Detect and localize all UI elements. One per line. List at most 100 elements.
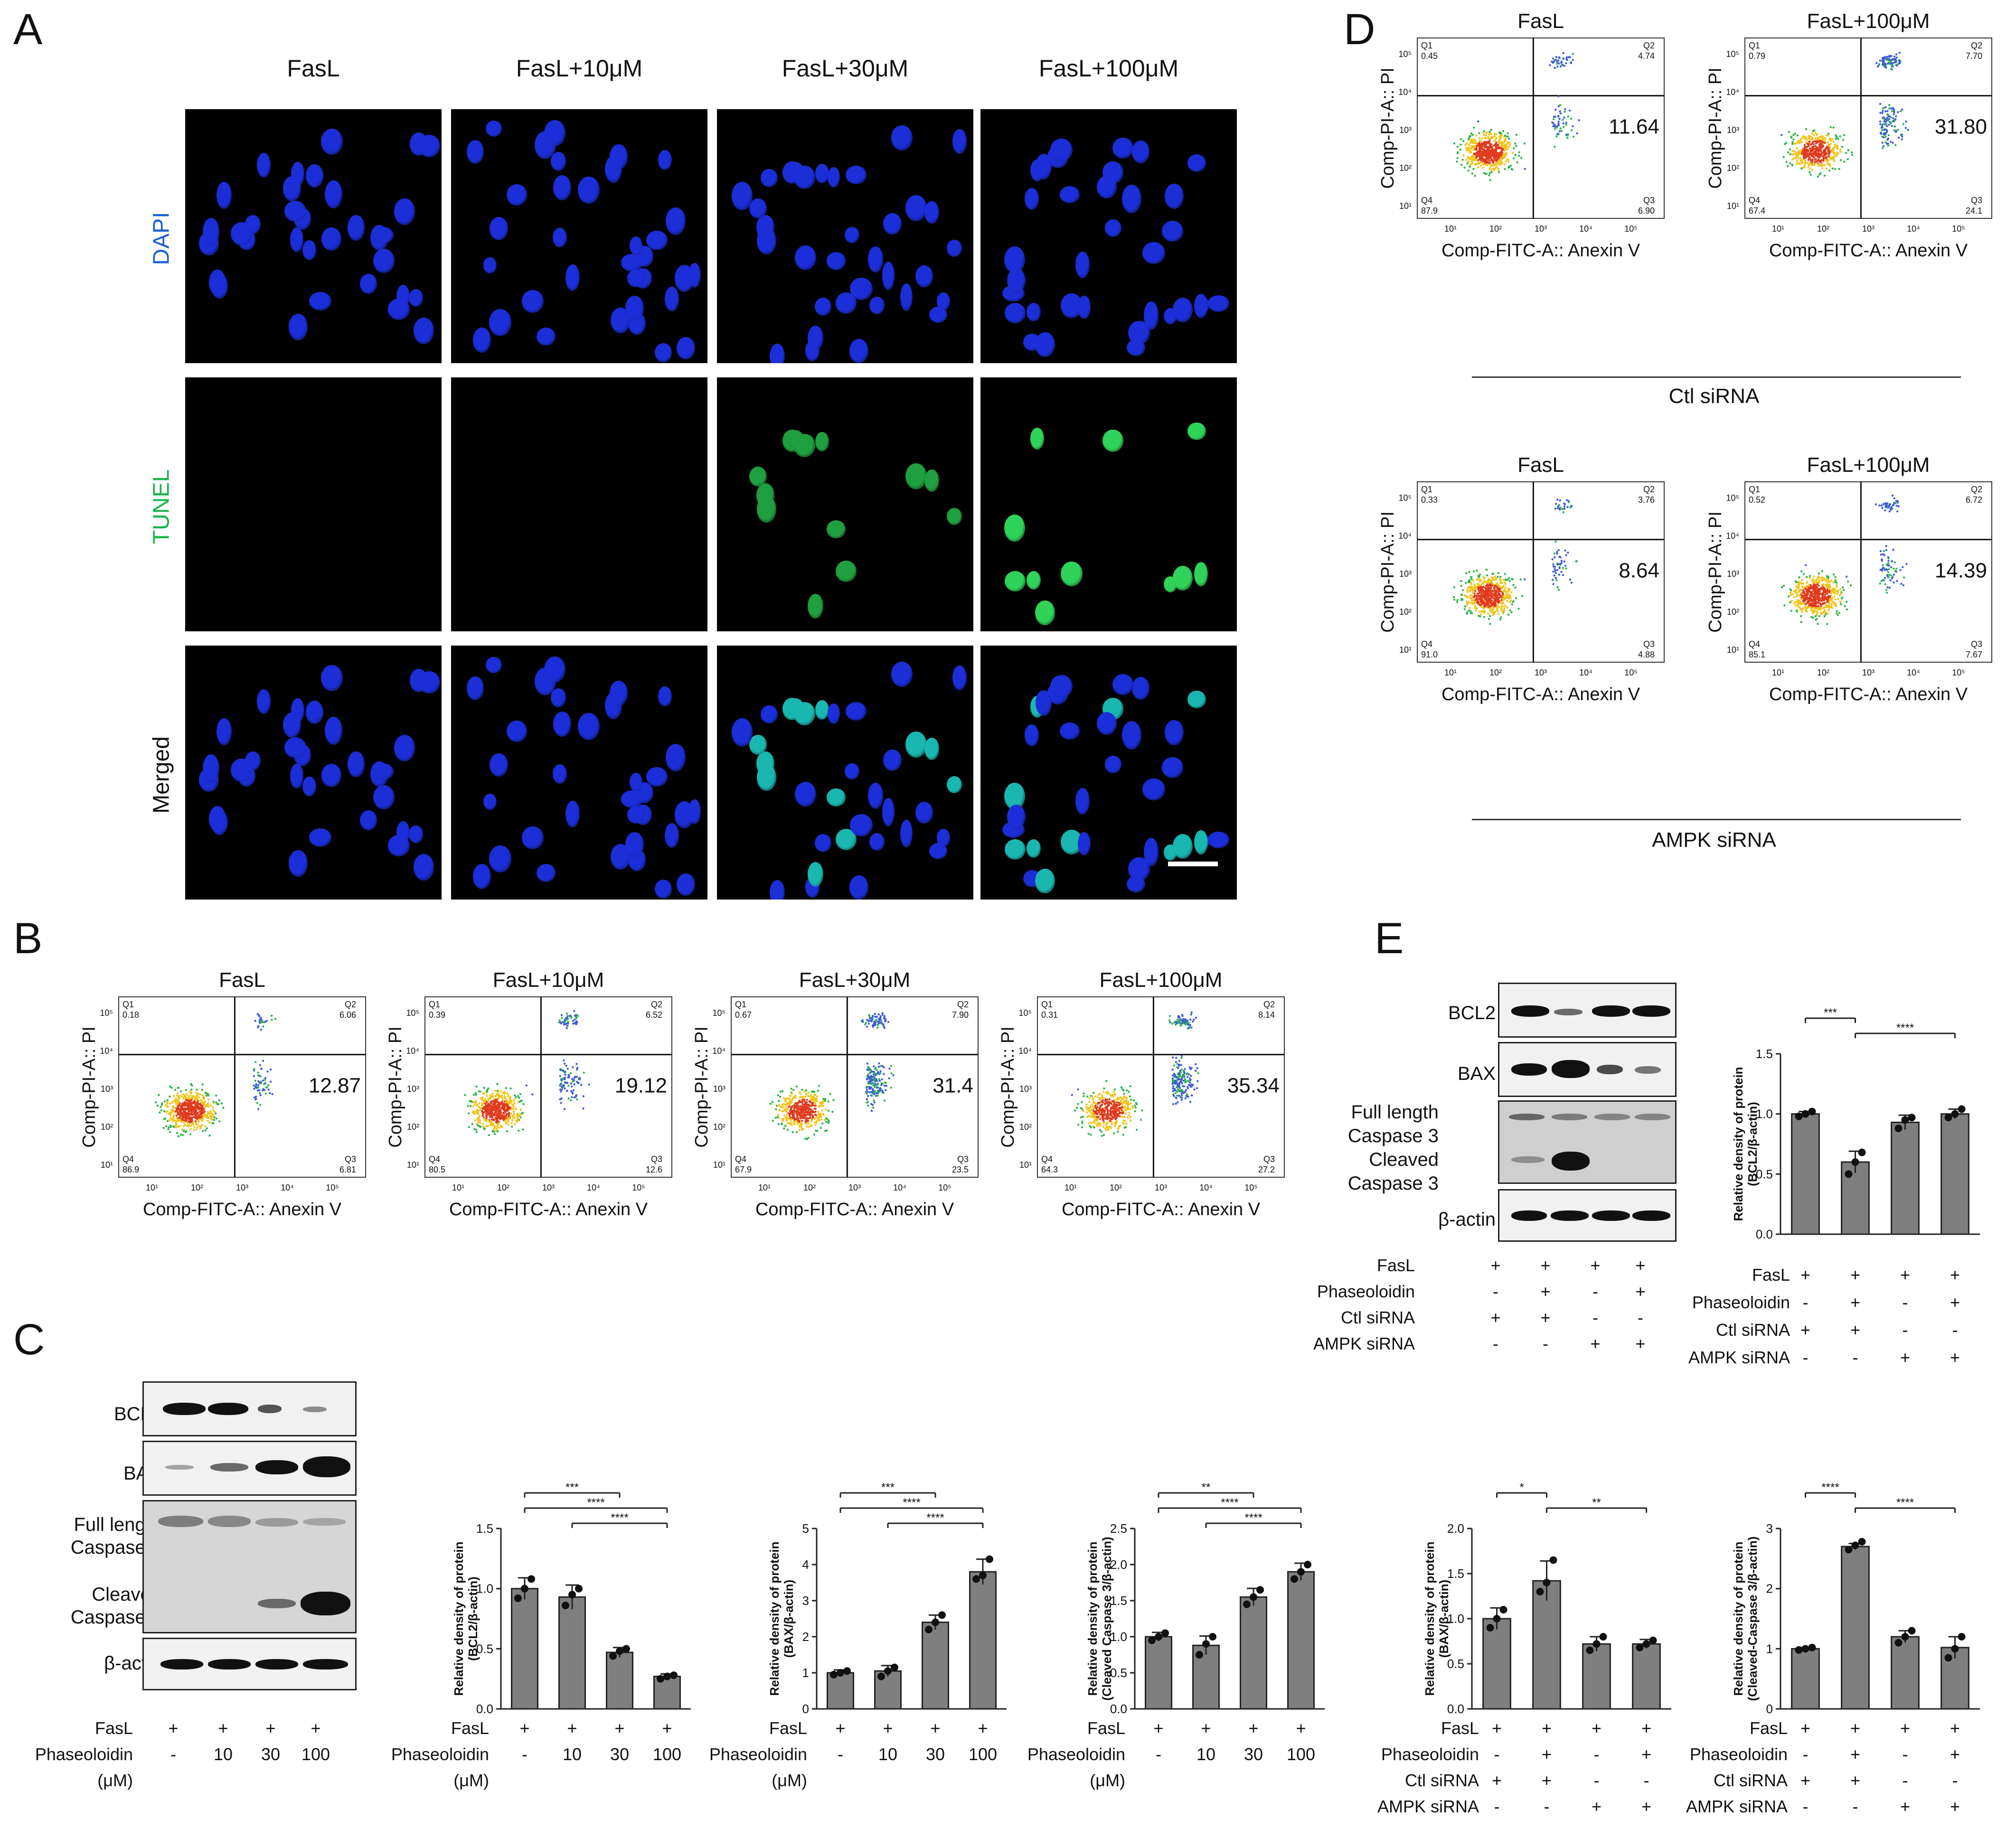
- condition-value: -: [1544, 1797, 1550, 1816]
- condition-value: +: [883, 1718, 893, 1738]
- nucleus: [1161, 757, 1184, 778]
- y-tick-label: 10¹: [101, 1160, 113, 1170]
- condition-value: +: [1591, 1718, 1602, 1738]
- panel-letter-a: A: [13, 5, 43, 54]
- nucleus: [665, 286, 679, 311]
- condition-value: 30: [925, 1744, 945, 1764]
- nucleus: [418, 671, 441, 694]
- nucleus: [507, 184, 527, 206]
- condition-value: +: [1641, 1744, 1652, 1764]
- y-tick-label: 10²: [1727, 607, 1739, 617]
- condition-value: 100: [652, 1744, 682, 1764]
- nucleus: [348, 215, 365, 241]
- nucleus: [1026, 302, 1041, 322]
- nucleus: [1126, 875, 1146, 893]
- micrograph-image: [451, 646, 707, 900]
- quadrant-q4-label: Q4: [1749, 196, 1760, 205]
- y-axis-label: Comp-PI-A:: PI: [999, 1026, 1018, 1148]
- bar: [1632, 1643, 1661, 1710]
- condition-value: -: [1638, 1308, 1643, 1327]
- nucleus: [1059, 186, 1080, 203]
- y-axis-label: Comp-PI-A:: PI: [81, 1026, 99, 1148]
- nucleus: [387, 835, 410, 856]
- condition-label: Ctl siRNA: [1715, 1320, 1790, 1340]
- quadrant-q1-value: 0.39: [429, 1010, 445, 1020]
- nucleus: [1142, 778, 1165, 800]
- y-tick-label: 10³: [1727, 125, 1739, 135]
- condition-value: -: [1802, 1348, 1809, 1367]
- quadrant-q4-value: 80.5: [429, 1165, 445, 1174]
- condition-value: +: [1590, 1256, 1601, 1275]
- micrograph-image: [980, 377, 1237, 631]
- quadrant-q3-value: 27.2: [1258, 1165, 1275, 1174]
- condition-label: FasL: [1441, 1718, 1479, 1738]
- nucleus: [924, 737, 939, 760]
- condition-value: +: [1641, 1718, 1652, 1738]
- condition-value: -: [1156, 1744, 1161, 1764]
- condition-value: +: [567, 1718, 577, 1738]
- y-tick-label: 0.0: [1110, 1702, 1127, 1716]
- nucleus: [756, 764, 777, 791]
- quadrant-q2-label: Q2: [1643, 485, 1655, 494]
- nucleus: [646, 230, 668, 250]
- nucleus: [1096, 175, 1117, 198]
- y-axis-label: Relative density of protein: [1731, 1067, 1745, 1221]
- nucleus: [815, 297, 832, 316]
- data-point: [1649, 1636, 1657, 1644]
- y-axis-label: (Cleaved Caspase 3/β-actin): [1100, 1537, 1114, 1700]
- nucleus: [553, 228, 567, 248]
- nucleus: [828, 703, 840, 724]
- bar: [1841, 1546, 1870, 1710]
- x-axis-label: Comp-FITC-A:: Anexin V: [1769, 241, 1968, 261]
- nucleus: [1061, 562, 1083, 586]
- bar: [1482, 1618, 1511, 1710]
- bar: [1791, 1113, 1820, 1235]
- nucleus: [654, 343, 672, 363]
- blot-bax: [142, 1441, 357, 1496]
- y-tick-label: 10¹: [1019, 1160, 1032, 1170]
- nucleus: [1165, 720, 1184, 746]
- data-point: [1642, 1640, 1650, 1648]
- y-tick-label: 10⁴: [406, 1046, 419, 1056]
- data-point: [1951, 1110, 1959, 1118]
- condition-value: +: [1541, 1718, 1552, 1738]
- nucleus: [850, 814, 873, 837]
- data-point: [972, 1575, 980, 1583]
- nucleus: [867, 783, 883, 809]
- y-tick-label: 10³: [101, 1084, 113, 1094]
- nucleus: [483, 794, 497, 810]
- condition-value: +: [519, 1718, 530, 1738]
- nucleus: [625, 832, 644, 858]
- quadrant-q2-label: Q2: [651, 1000, 662, 1009]
- condition-value: -: [1902, 1293, 1908, 1312]
- quadrant-q1-value: 0.31: [1041, 1010, 1058, 1020]
- condition-value: 100: [1286, 1744, 1316, 1764]
- nucleus: [230, 222, 252, 245]
- bar: [1532, 1580, 1561, 1710]
- nucleus: [891, 125, 913, 151]
- condition-label: FasL: [1087, 1718, 1125, 1738]
- nucleus: [230, 759, 252, 782]
- apoptosis-percentage: 8.64: [1619, 559, 1659, 582]
- nucleus: [1194, 830, 1208, 855]
- quadrant-q4-value: 64.3: [1041, 1165, 1058, 1174]
- condition-value: +: [1900, 1718, 1911, 1738]
- y-tick-label: 0.0: [1447, 1702, 1464, 1716]
- data-point: [528, 1575, 535, 1583]
- nucleus: [309, 828, 331, 847]
- nucleus: [203, 754, 220, 783]
- nucleus: [900, 283, 913, 311]
- condition-value: +: [1635, 1334, 1646, 1353]
- condition-value: +: [1540, 1282, 1551, 1301]
- y-axis-label: Comp-PI-A:: PI: [387, 1026, 405, 1148]
- nucleus: [1059, 722, 1080, 740]
- nucleus: [867, 246, 883, 272]
- data-point: [1599, 1633, 1607, 1641]
- nucleus: [1173, 298, 1193, 323]
- nucleus: [915, 265, 933, 288]
- condition-label: FasL: [94, 1718, 133, 1738]
- y-tick-label: 10²: [713, 1122, 725, 1132]
- nucleus: [578, 713, 600, 740]
- nucleus: [795, 781, 816, 806]
- nucleus: [845, 763, 860, 780]
